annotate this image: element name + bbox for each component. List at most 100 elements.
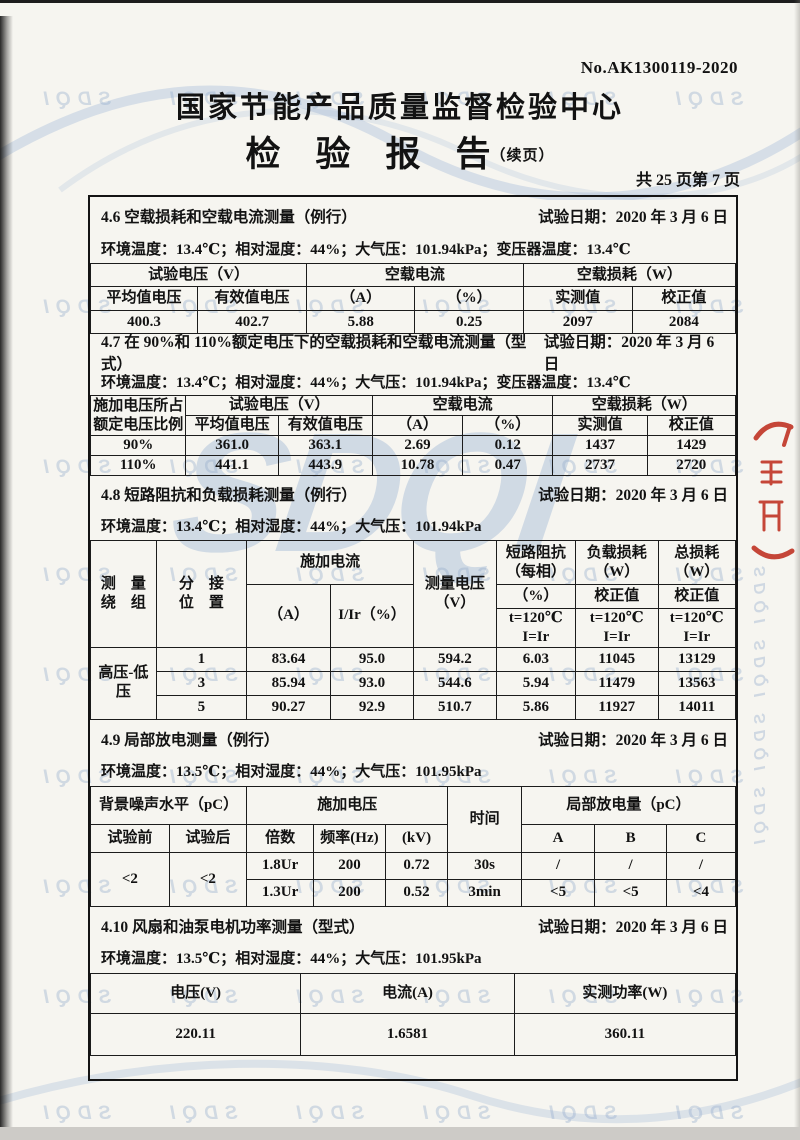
table-row: 背景噪声水平（pC） 施加电压 时间 局部放电量（pC） [89,785,737,853]
section-title: 4.7 在 90%和 110%额定电压下的空载损耗和空载电流测量（型式） [101,334,527,373]
col-header: （A） [306,286,416,311]
scan-edge-bottom [0,1127,800,1140]
col-header: A [520,823,596,853]
table-cell: 0.47 [462,455,554,476]
col-header: 实测值 [522,286,633,311]
col-header: 试验后 [168,823,248,853]
table-cell: / [665,851,737,880]
table-cell: 220.11 [89,1012,302,1056]
col-header: 短路阻抗 （每相） [495,540,577,585]
table-row: 3 85.94 93.0 544.6 5.94 11479 13563 [91,670,737,696]
table-cell: 2720 [646,455,737,476]
table-cell: 11927 [575,694,659,720]
table-cell: <5 [520,878,596,907]
watermark-vertical: SDQI SDQI SDQI SDQI [752,566,769,850]
col-header: t=120℃ I=Ir [575,608,659,648]
table-cell: 510.7 [413,694,497,720]
table-cell: 11045 [575,646,659,672]
table-cell: 441.1 [185,455,279,476]
table-row: <2 <2 1.8Ur 200 0.72 30s / / / [90,851,737,907]
table-cell: 594.2 [413,646,497,672]
red-seal-fragment [751,421,795,560]
test-date: 试验日期：2020 年 3 月 6 日 [538,487,728,504]
noload-loss-90-110-table: 施加电压所占 额定电压比例 试验电压（V） 空载电流 空载损耗（W） 平均值电压… [89,395,737,476]
partial-discharge-table: 背景噪声水平（pC） 施加电压 时间 局部放电量（pC） 试验前 试验后 倍数 … [89,785,737,907]
table-cell: 1.3Ur [246,878,315,907]
table-cell: 3min [447,878,522,907]
col-header: B [594,823,667,853]
scan-edge-top [0,0,800,3]
col-header: t=120℃ I=Ir [657,608,737,648]
col-header: 平均值电压 [185,415,279,436]
table-cell: / [520,851,596,880]
table-cell: 83.64 [246,646,331,672]
col-header: 时间 [447,785,522,853]
col-header: 有效值电压 [277,415,373,436]
table-cell: 6.03 [495,646,577,672]
short-circuit-load-loss-table: 测 量 绕 组 分 接 位 置 施加电流 测量电压 （V） 短路阻抗 （每相） … [90,540,737,720]
table-row: 90% 361.0 363.1 2.69 0.12 1437 1429 [89,435,737,456]
scan-edge-left [0,16,13,1130]
table-cell: 360.11 [513,1012,737,1056]
page-indicator: 共 25 页第 7 页 [635,172,740,189]
col-header: 总损耗 （W） [657,540,737,585]
table-cell: 110% [89,455,187,476]
section-title: 4.10 风扇和油泵电机功率测量（型式） [101,918,365,936]
col-header: 实测值 [552,415,648,436]
col-header: 频率(Hz) [313,823,386,853]
col-header: 试验电压（V） [185,395,373,416]
section-4-10: 4.10 风扇和油泵电机功率测量（型式） 试验日期：2020 年 3 月 6 日… [89,907,737,1091]
col-header: 倍数 [246,823,315,853]
watermark-row: SDQI SDQI SDQI SDQI SDQI SDQI SDQI [0,1103,800,1124]
table-row: 测 量 绕 组 分 接 位 置 施加电流 测量电压 （V） 短路阻抗 （每相） … [90,540,737,648]
table-row: 5 90.27 92.9 510.7 5.86 11927 14011 [91,694,737,720]
col-header: 施加电压 [246,785,449,825]
col-header: 实测功率(W) [513,972,737,1014]
table-cell: 0.52 [384,878,449,907]
col-header: 空载电流 [306,263,524,287]
col-header: 电流(A) [300,972,515,1014]
report-title: 检 验 报 告（续页） [0,126,800,177]
table-cell: 2.69 [371,435,464,456]
col-header: 校正值 [646,415,737,436]
table-cell: 0.72 [384,851,449,880]
test-date: 试验日期：2020 年 3 月 6 日 [543,334,715,373]
report-body-frame: 4.6 空载损耗和空载电流测量（例行） 试验日期：2020 年 3 月 6 日 … [88,195,738,1081]
col-header: 测量电压 （V） [413,540,497,648]
col-header: 空载损耗（W） [522,263,737,287]
table-cell: 3 [155,670,248,696]
section-4-8: 4.8 短路阻抗和负载损耗测量（例行） 试验日期：2020 年 3 月 6 日 … [90,476,737,720]
col-header: 施加电流 [246,540,415,585]
section-4-6: 4.6 空载损耗和空载电流测量（例行） 试验日期：2020 年 3 月 6 日 … [89,197,737,334]
col-header: （A） [371,415,464,436]
col-header: 局部放电量（pC） [520,785,737,825]
col-header: 试验前 [90,823,170,853]
col-header: C [665,823,737,853]
table-cell: <2 [90,851,170,907]
table-row: 平均值电压 有效值电压 （A） （%） 实测值 校正值 [89,286,737,311]
scan-edge-right [794,0,800,1140]
table-cell: 30s [447,851,522,880]
col-header: 校正值 [575,584,659,609]
col-header: 背景噪声水平（pC） [89,785,248,825]
table-cell: 93.0 [329,670,415,696]
section-4-9: 4.9 局部放电测量（例行） 试验日期：2020 年 3 月 6 日 环境温度：… [89,720,737,907]
environment-conditions: 环境温度：13.4℃；相对湿度：44%；大气压：101.94kPa [101,518,482,535]
table-cell: 200 [313,851,386,880]
test-date: 试验日期：2020 年 3 月 6 日 [538,209,728,226]
table-cell: 85.94 [246,670,331,696]
table-cell: / [594,851,667,880]
environment-conditions: 环境温度：13.5℃；相对湿度：44%；大气压：101.95kPa [101,951,482,967]
table-cell: <5 [594,878,667,907]
col-header: （%） [462,415,554,436]
table-cell: <2 [168,851,248,907]
environment-conditions: 环境温度：13.4℃；相对湿度：44%；大气压：101.94kPa；变压器温度：… [101,241,631,258]
table-row: 电压(V) 电流(A) 实测功率(W) [89,972,737,1014]
table-cell: 高压-低压 [90,646,157,720]
test-date: 试验日期：2020 年 3 月 6 日 [538,731,728,749]
table-cell: 90.27 [246,694,331,720]
col-header: 有效值电压 [197,286,308,311]
report-title-suffix: （续页） [490,147,555,164]
col-header: 校正值 [657,584,737,609]
col-header: 负载损耗 （W） [575,540,659,585]
